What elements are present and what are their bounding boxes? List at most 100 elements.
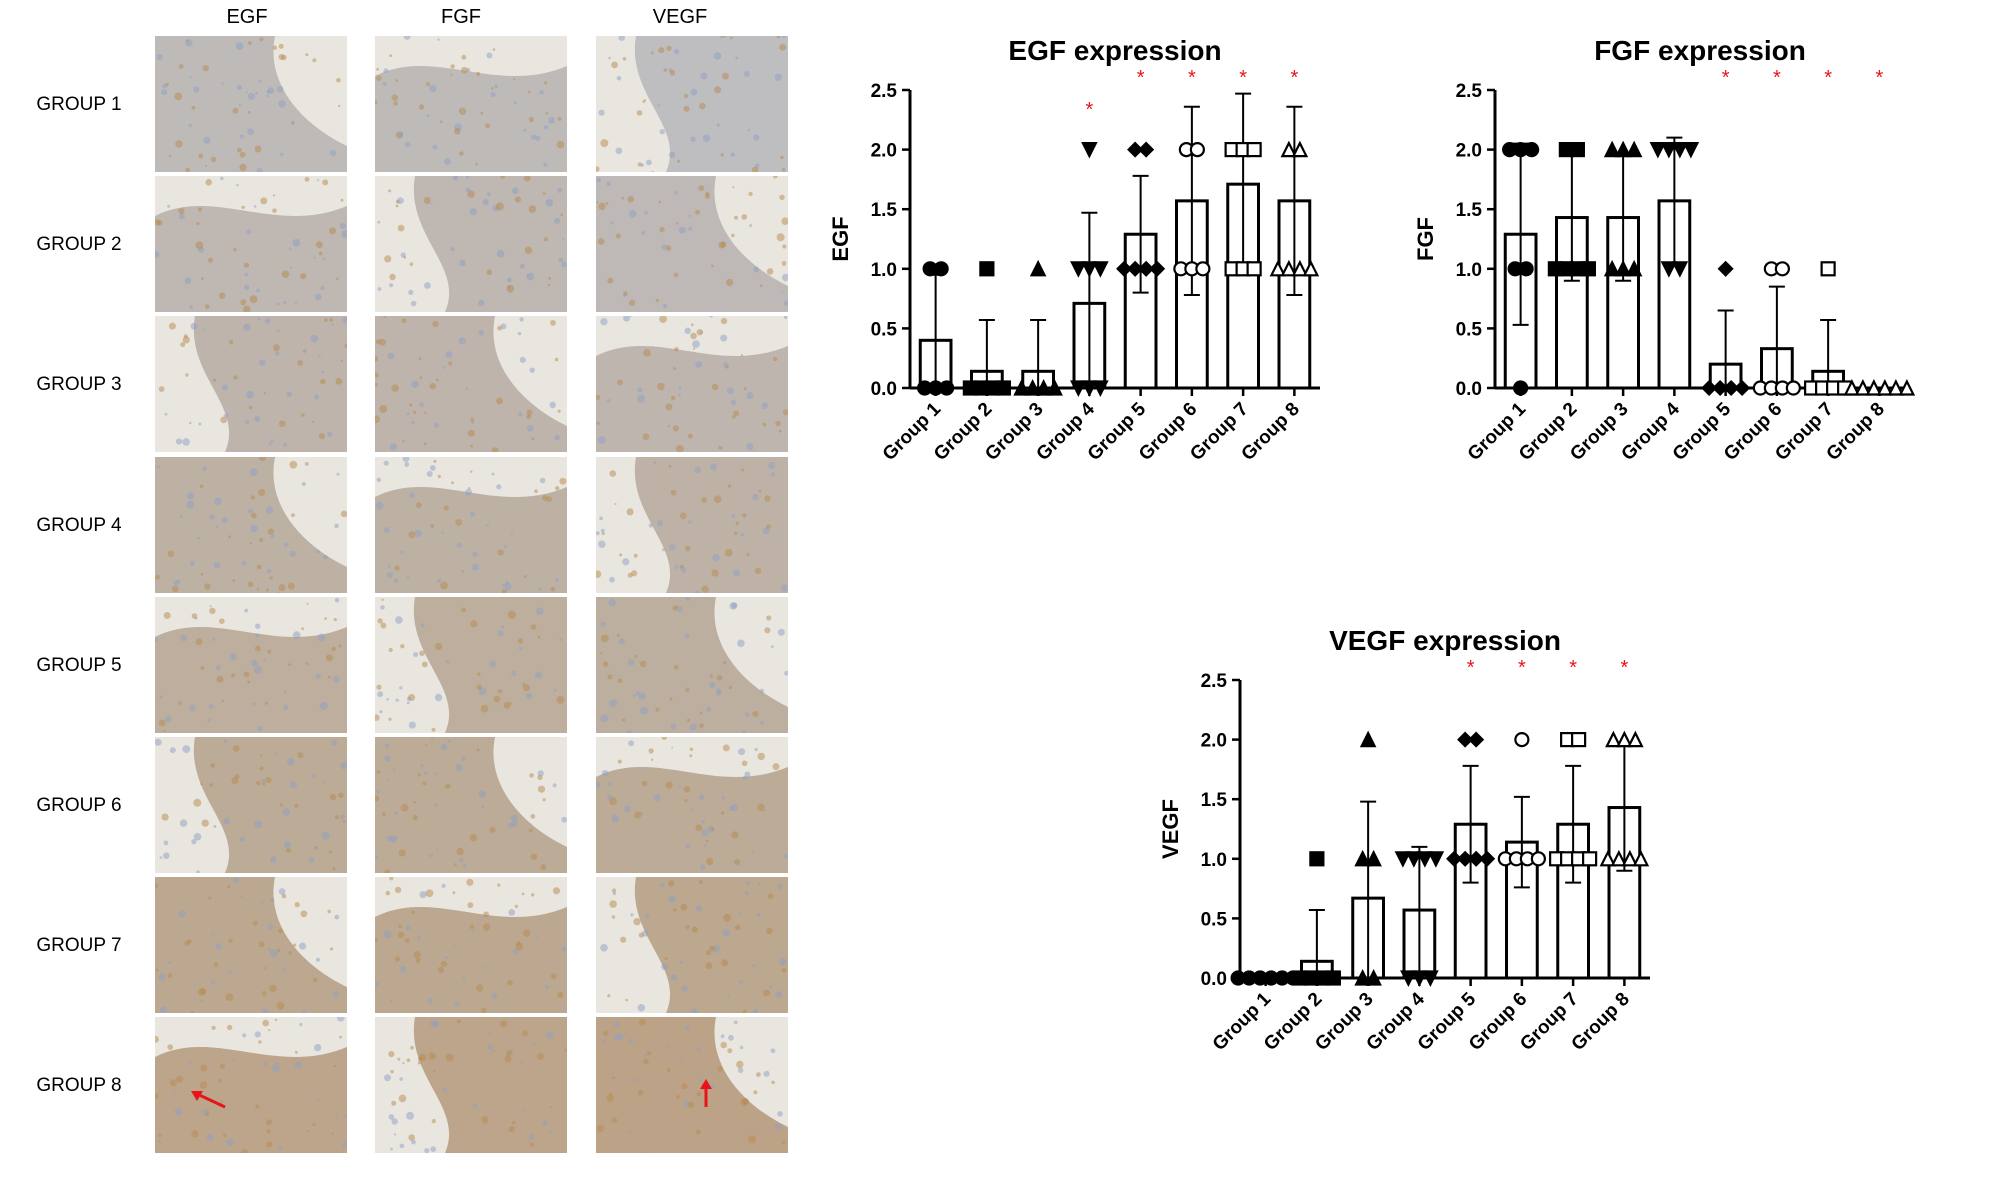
data-point xyxy=(1865,379,1883,396)
data-point xyxy=(1513,380,1529,396)
chart-title: FGF expression xyxy=(1594,35,1806,66)
data-point xyxy=(1524,142,1540,158)
data-point xyxy=(1302,259,1320,277)
significance-asterisk: * xyxy=(1875,67,1883,89)
micrograph-fgf-group-6 xyxy=(375,737,567,873)
significance-asterisk: * xyxy=(1569,657,1577,679)
row-label-group-3: GROUP 3 xyxy=(36,374,122,395)
row-label-group-1: GROUP 1 xyxy=(36,94,122,115)
micrograph-panel: EGF FGF VEGF GROUP 1 GROUP 2 GROUP 3 GROUP … xyxy=(0,0,800,1178)
data-point xyxy=(1580,261,1596,277)
micrograph-egf-group-2 xyxy=(155,176,347,312)
data-point xyxy=(1138,141,1155,158)
egf-expression-chart: EGF expression EGF 0.0 0.5 1.0 1.5 2.0 2.5 Group… xyxy=(820,20,1380,490)
data-point xyxy=(1365,849,1382,867)
micrograph-fgf-group-3 xyxy=(375,316,567,452)
chart-title: VEGF expression xyxy=(1329,625,1561,656)
data-point xyxy=(1457,731,1474,748)
data-point xyxy=(1127,141,1144,158)
data-point xyxy=(933,261,949,277)
y-tick-label: 1.5 xyxy=(1456,200,1483,221)
data-point xyxy=(1468,731,1485,748)
data-point xyxy=(1734,379,1751,397)
micrograph-vegf-group-6 xyxy=(596,737,788,873)
micrograph-vegf-group-3 xyxy=(596,316,788,452)
y-tick-label: 0.5 xyxy=(1201,909,1228,930)
data-point xyxy=(1046,379,1063,396)
data-point xyxy=(1701,379,1718,397)
data-point xyxy=(1854,379,1872,396)
data-point xyxy=(1309,851,1325,867)
y-tick-label: 2.5 xyxy=(1456,81,1483,102)
data-point xyxy=(1530,851,1546,867)
data-point xyxy=(1081,380,1098,397)
micrograph-vegf-group-4 xyxy=(596,457,788,593)
data-point xyxy=(1081,261,1098,278)
data-point xyxy=(1625,259,1643,277)
y-axis-label: EGF xyxy=(828,216,853,261)
data-point xyxy=(1876,379,1894,396)
data-point xyxy=(1582,851,1598,867)
data-point xyxy=(1092,261,1109,278)
significance-asterisk: * xyxy=(1290,67,1298,89)
micrograph-fgf-group-2 xyxy=(375,176,567,312)
micrograph-egf-group-1 xyxy=(155,36,347,172)
chart-title: EGF expression xyxy=(1008,35,1221,66)
micrograph-fgf-group-7 xyxy=(375,877,567,1013)
data-point xyxy=(1127,260,1144,277)
y-tick-label: 0.0 xyxy=(1456,379,1482,400)
significance-asterisk: * xyxy=(1773,67,1781,89)
data-point xyxy=(1599,849,1617,867)
micrograph-egf-group-4 xyxy=(155,457,347,593)
row-label-group-2: GROUP 2 xyxy=(36,234,122,255)
data-point xyxy=(1092,380,1109,397)
data-point xyxy=(979,261,995,277)
micrograph-vegf-group-8 xyxy=(596,1017,788,1153)
data-point xyxy=(1632,849,1650,867)
column-header-vegf: VEGF xyxy=(652,6,708,28)
data-point xyxy=(1416,851,1434,868)
data-point xyxy=(1625,140,1643,158)
significance-asterisk: * xyxy=(1239,67,1247,89)
micrograph-egf-group-5 xyxy=(155,597,347,733)
y-tick-label: 0.0 xyxy=(1201,969,1227,990)
micrograph-fgf-group-4 xyxy=(375,457,567,593)
row-label-group-8: GROUP 8 xyxy=(36,1075,122,1096)
data-point xyxy=(1785,380,1801,396)
data-point xyxy=(1195,261,1211,277)
row-label-group-6: GROUP 6 xyxy=(36,795,122,816)
data-point xyxy=(1614,140,1632,158)
data-point xyxy=(1649,142,1667,159)
data-point xyxy=(1479,850,1496,867)
bar-group-8 xyxy=(1607,806,1642,980)
data-point xyxy=(1400,970,1417,987)
data-point xyxy=(1660,261,1678,278)
data-point xyxy=(1843,379,1861,396)
data-point xyxy=(1603,259,1621,277)
data-point xyxy=(1189,142,1205,158)
column-header-egf: EGF xyxy=(226,6,268,28)
data-point xyxy=(1717,260,1734,277)
data-point xyxy=(1280,140,1298,158)
data-point xyxy=(1325,970,1341,986)
significance-asterisk: * xyxy=(1467,657,1475,679)
y-tick-label: 0.5 xyxy=(871,319,898,340)
data-point xyxy=(1898,379,1916,396)
data-point xyxy=(1035,379,1052,396)
data-point xyxy=(1116,260,1133,277)
data-point xyxy=(1682,142,1700,159)
data-point xyxy=(1518,261,1534,277)
data-point xyxy=(1887,379,1905,396)
data-point xyxy=(1820,261,1836,277)
y-tick-label: 1.0 xyxy=(1456,260,1482,281)
row-label-group-4: GROUP 4 xyxy=(36,515,122,536)
y-tick-label: 2.0 xyxy=(1456,141,1482,162)
data-point xyxy=(1354,849,1371,867)
red-arrow-icon xyxy=(700,1079,712,1107)
micrograph-fgf-group-5 xyxy=(375,597,567,733)
data-point xyxy=(1723,379,1740,397)
data-point xyxy=(1081,142,1098,159)
data-point xyxy=(1365,969,1382,986)
data-point xyxy=(1138,260,1155,277)
y-tick-label: 0.5 xyxy=(1456,319,1483,340)
